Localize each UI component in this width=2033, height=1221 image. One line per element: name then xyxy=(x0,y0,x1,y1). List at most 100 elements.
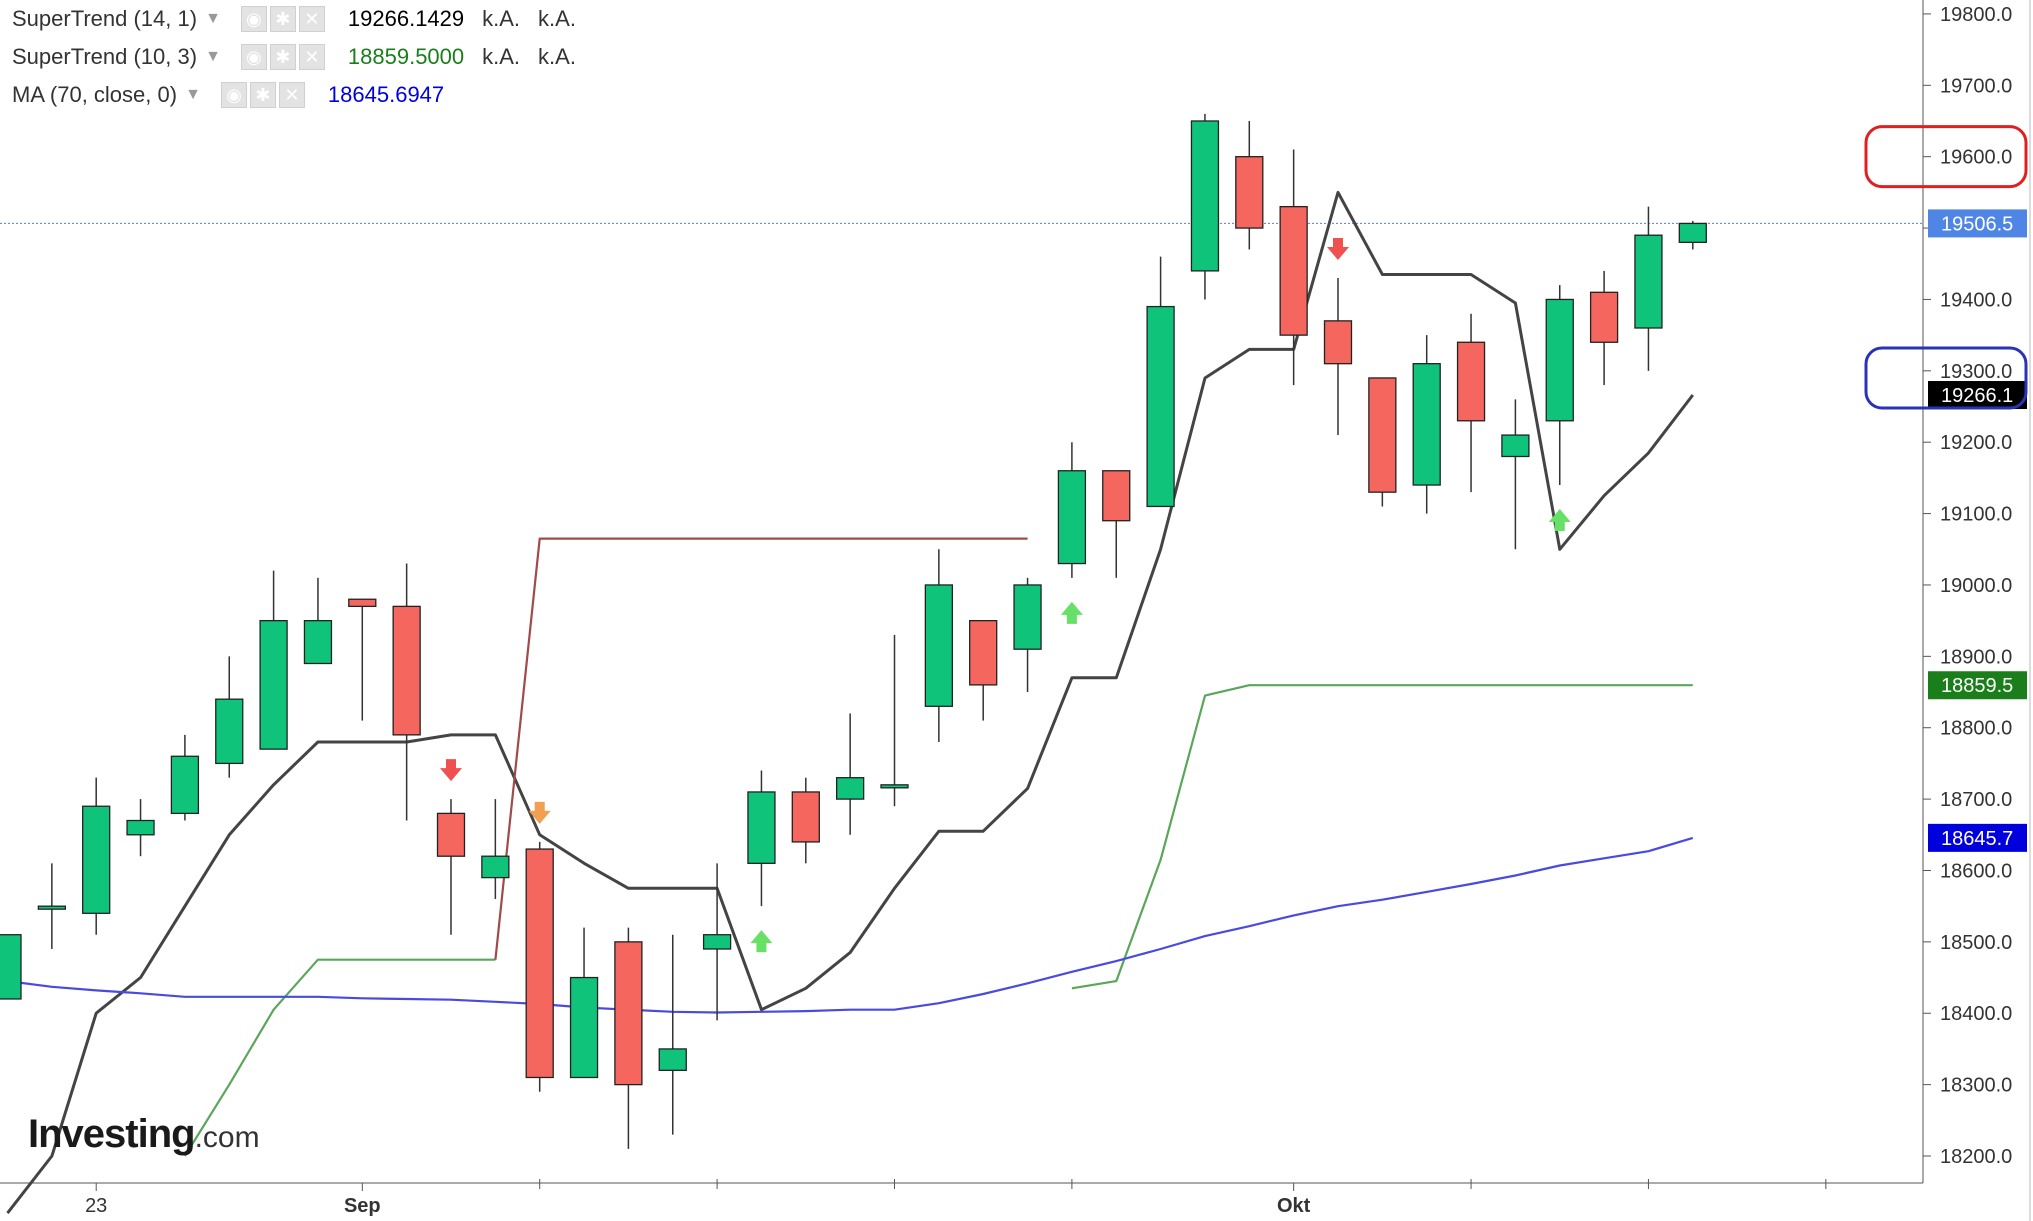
candle-body xyxy=(1501,434,1530,458)
series-line xyxy=(183,958,496,1157)
legend-name: SuperTrend (10, 3) xyxy=(12,44,198,69)
legend-row-supertrend-10: SuperTrend (10, 3) ▼ ◉ ✱ ✕ 18859.5000 k.… xyxy=(12,38,594,76)
candle-body xyxy=(436,812,466,857)
y-tick-label: 18900.0 xyxy=(1940,646,2012,668)
gear-icon[interactable]: ✱ xyxy=(269,6,296,32)
y-tick-label: 18600.0 xyxy=(1940,860,2012,882)
y-tick-label: 19100.0 xyxy=(1940,504,2012,526)
candle-body xyxy=(569,976,599,1079)
price-badge xyxy=(1928,209,2027,238)
y-tick-label: 19700.0 xyxy=(1940,75,2012,97)
candle-body xyxy=(1279,205,1308,336)
arrow-down-icon xyxy=(528,801,551,824)
candle-body xyxy=(1190,120,1220,272)
candle-body xyxy=(1456,341,1486,422)
gear-icon[interactable]: ✱ xyxy=(249,82,276,108)
price-badge-label: 19506.5 xyxy=(1941,213,2013,235)
y-tick-label: 18300.0 xyxy=(1940,1075,2012,1097)
candle-body xyxy=(1102,470,1131,522)
y-tick-label: 19300.0 xyxy=(1940,361,2012,383)
arrow-up-icon xyxy=(750,930,773,953)
candle-body xyxy=(1235,156,1264,229)
candle-body xyxy=(82,805,111,914)
candle-body xyxy=(836,777,865,800)
candle-body xyxy=(1013,584,1042,650)
price-badge xyxy=(1928,671,2027,700)
candle-body xyxy=(1678,222,1707,243)
chevron-down-icon[interactable]: ▼ xyxy=(185,86,201,103)
legend-row-supertrend-14: SuperTrend (14, 1) ▼ ◉ ✱ ✕ 19266.1429 k.… xyxy=(12,0,594,38)
legend-row-ma-70: MA (70, close, 0) ▼ ◉ ✱ ✕ 18645.6947 xyxy=(12,76,594,114)
legend-name: SuperTrend (14, 1) xyxy=(12,6,198,31)
candle-body xyxy=(614,941,643,1086)
candle-body xyxy=(791,791,820,843)
price-badge xyxy=(1928,823,2027,852)
close-icon[interactable]: ✕ xyxy=(298,44,325,70)
y-tick-label: 19200.0 xyxy=(1940,432,2012,454)
series-line xyxy=(6,190,1694,1215)
candle-body xyxy=(747,791,776,864)
candle-body xyxy=(481,855,510,879)
arrow-down-icon xyxy=(440,759,462,782)
y-tick-label: 19000.0 xyxy=(1940,575,2012,597)
candle-body xyxy=(1634,234,1663,329)
y-tick-label: 19800.0 xyxy=(1940,4,2012,26)
y-tick-label: 19600.0 xyxy=(1940,147,2012,169)
arrow-up-icon xyxy=(1548,509,1571,532)
candle-body xyxy=(880,784,909,789)
y-tick-label: 18400.0 xyxy=(1940,1003,2012,1025)
candle-body xyxy=(348,598,377,608)
candle-body xyxy=(259,620,288,750)
close-icon[interactable]: ✕ xyxy=(278,82,305,108)
highlight-box xyxy=(1864,125,2028,189)
legend-value: 19266.1429 xyxy=(347,6,465,31)
legend-extra: k.A. xyxy=(482,44,521,69)
price-badge xyxy=(1928,381,2027,410)
legend-extra: k.A. xyxy=(482,6,521,31)
candle-body xyxy=(1323,320,1353,365)
gear-icon[interactable]: ✱ xyxy=(269,44,296,70)
y-tick-label: 18800.0 xyxy=(1940,718,2012,740)
candle-body xyxy=(126,819,155,836)
legend-extra: k.A. xyxy=(538,6,576,31)
chevron-down-icon[interactable]: ▼ xyxy=(205,10,221,27)
candle-body xyxy=(1412,363,1441,486)
candle-body xyxy=(969,620,998,686)
chevron-down-icon[interactable]: ▼ xyxy=(205,48,221,65)
candle-body xyxy=(525,848,554,1079)
series-line xyxy=(494,537,1028,960)
price-badge-label: 18645.7 xyxy=(1941,828,2013,850)
y-tick-label: 18500.0 xyxy=(1940,932,2012,954)
price-badge-label: 18859.5 xyxy=(1941,675,2013,697)
candle-body xyxy=(1057,470,1087,565)
candle-body xyxy=(1368,377,1397,493)
x-tick-label: 23 xyxy=(85,1195,107,1217)
legend-name: MA (70, close, 0) xyxy=(12,82,178,107)
x-tick-label: Okt xyxy=(1277,1195,1311,1217)
series-line xyxy=(1071,684,1693,990)
candle-body xyxy=(37,905,66,910)
logo-brand: Investing xyxy=(28,1112,196,1156)
highlight-box xyxy=(1864,346,2028,410)
candle-body xyxy=(1146,305,1175,508)
y-tick-label: 19400.0 xyxy=(1940,289,2012,311)
eye-icon[interactable]: ◉ xyxy=(220,82,247,108)
eye-icon[interactable]: ◉ xyxy=(240,44,267,70)
candle-body xyxy=(303,620,333,665)
arrow-up-icon xyxy=(1060,601,1083,624)
candle-body xyxy=(658,1048,687,1071)
candle-body xyxy=(1545,298,1574,422)
candle-body xyxy=(392,605,421,736)
arrow-down-icon xyxy=(1327,238,1349,261)
y-tick-label: 18700.0 xyxy=(1940,789,2012,811)
close-icon[interactable]: ✕ xyxy=(298,6,325,32)
candle-body xyxy=(215,698,244,765)
candle-body xyxy=(170,755,200,815)
price-badge-label: 19266.1 xyxy=(1941,385,2013,407)
candle-body xyxy=(702,934,732,950)
candle-body xyxy=(924,584,953,707)
eye-icon[interactable]: ◉ xyxy=(240,6,267,32)
legend-extra: k.A. xyxy=(538,44,576,69)
candle-body xyxy=(0,934,22,1000)
